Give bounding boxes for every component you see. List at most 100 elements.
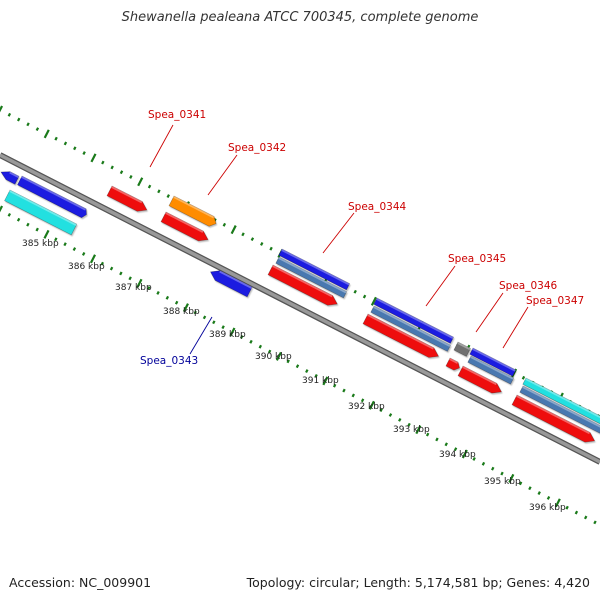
gc-ring-tick <box>54 136 58 141</box>
gc-ring-tick <box>444 442 448 447</box>
gc-ring-tick <box>202 315 207 320</box>
feature-track <box>0 171 600 443</box>
gc-ring-tick <box>165 295 170 300</box>
gc-ring-tick <box>241 232 245 237</box>
gc-ring-tick <box>212 320 216 325</box>
gc-ring-tick <box>174 300 179 305</box>
gene-feature <box>275 256 348 299</box>
genome-summary-text: Topology: circular; Length: 5,174,581 bp… <box>246 575 590 590</box>
gc-ring-tick <box>518 481 523 486</box>
gc-ring-tick <box>16 117 21 122</box>
gene-feature-spea-0341 <box>106 185 148 212</box>
gc-ring-tick <box>250 237 255 242</box>
gene-feature <box>4 189 78 236</box>
ruler-tick-label: 389 kbp <box>209 330 246 340</box>
gene-feature-spea-0342 <box>168 195 217 227</box>
ruler-tick-label: 390 kbp <box>255 352 292 362</box>
gc-ring-tick <box>229 327 236 337</box>
gene-feature <box>457 365 502 394</box>
gene-feature-spea-0345 <box>373 297 454 344</box>
gc-ring-tick <box>110 165 114 170</box>
ruler-tick-label: 394 kbp <box>439 450 476 460</box>
ruler-labels: 385 kbp 386 kbp 387 kbp 388 kbp 389 kbp 390 k… <box>22 239 566 513</box>
gc-ring-tick <box>583 515 588 520</box>
gc-ring-tick <box>472 456 476 461</box>
gc-ring-tick <box>147 184 152 189</box>
gene-label-spea-0346[interactable]: Spea_0346 <box>499 280 558 292</box>
callout-line <box>149 124 174 168</box>
gc-ring-tick <box>554 498 561 508</box>
gc-ring-tick <box>481 461 486 466</box>
gc-ring-tick <box>407 422 411 427</box>
gc-ring-tick <box>269 246 273 251</box>
gc-ring-inner <box>0 205 597 525</box>
gc-ring-tick <box>491 466 495 471</box>
gc-ring-tick <box>7 212 12 217</box>
gene-callouts: Spea_0341 Spea_0342 Spea_0343 Spea_0344 Spea… <box>140 109 584 367</box>
gene-label-spea-0341[interactable]: Spea_0341 <box>148 109 206 121</box>
gene-feature <box>522 377 600 426</box>
gene-feature <box>17 175 87 219</box>
ruler-tick-label: 393 kbp <box>393 425 430 435</box>
gc-ring-tick <box>89 254 96 264</box>
gc-ring-tick <box>508 473 515 483</box>
gc-ring-tick <box>546 496 551 500</box>
gc-ring-tick <box>137 177 144 187</box>
gc-ring-tick <box>129 175 133 179</box>
map-title: Shewanella pealeana ATCC 700345, complet… <box>121 10 479 25</box>
gc-ring-tick <box>156 291 160 295</box>
gc-ring-tick <box>258 344 263 349</box>
gc-ring-tick <box>267 349 272 354</box>
gc-ring-tick <box>260 241 264 246</box>
gc-ring-tick <box>332 383 337 388</box>
gc-ring-tick <box>222 222 227 227</box>
gc-ring-tick <box>63 242 67 247</box>
gene-feature <box>511 394 596 443</box>
gc-ring-tick <box>43 229 50 239</box>
callout-line <box>475 292 504 333</box>
gc-ring-tick <box>500 471 504 476</box>
gc-ring-tick <box>166 194 170 199</box>
gc-ring-tick <box>119 271 123 276</box>
callout-line <box>502 306 529 349</box>
gene-feature <box>467 355 515 385</box>
gc-ring-tick <box>314 374 318 378</box>
gene-feature <box>267 264 338 306</box>
gc-ring-tick <box>43 129 50 139</box>
callout-line <box>189 316 213 355</box>
gc-ring-tick <box>35 127 40 132</box>
gene-label-spea-0345[interactable]: Spea_0345 <box>448 253 506 265</box>
gc-ring-tick <box>322 376 329 386</box>
gene-feature <box>0 171 20 185</box>
gc-ring-tick <box>16 217 21 222</box>
gene-feature <box>362 313 439 358</box>
gc-ring-tick <box>157 189 161 194</box>
gene-label-spea-0342[interactable]: Spea_0342 <box>228 142 286 154</box>
callout-line <box>322 212 355 254</box>
gc-ring-tick <box>351 393 355 398</box>
gc-ring-tick <box>81 252 86 256</box>
gc-ring-tick <box>342 388 346 393</box>
gc-ring-tick <box>593 520 597 525</box>
gc-ring-tick <box>193 310 197 315</box>
gc-ring-tick <box>0 105 4 113</box>
ruler-tick-label: 396 kbp <box>529 503 566 513</box>
gc-ring-tick <box>73 146 77 151</box>
gc-ring-tick <box>35 227 39 232</box>
gc-ring-tick <box>353 289 357 294</box>
gc-ring-tick <box>286 359 290 364</box>
gc-ring-tick <box>230 225 237 235</box>
gc-ring-tick <box>435 437 439 442</box>
gene-label-spea-0343[interactable]: Spea_0343 <box>140 355 198 367</box>
gc-ring-tick <box>362 294 367 299</box>
ruler-tick-label: 387 kbp <box>115 283 152 293</box>
gc-ring-tick <box>275 351 282 361</box>
gc-ring-tick <box>0 205 4 213</box>
gc-ring-tick <box>521 375 526 380</box>
gc-ring-tick <box>136 278 143 288</box>
gene-feature-spea-0346 <box>453 341 471 357</box>
ruler-tick-label: 392 kbp <box>348 402 385 412</box>
gene-label-spea-0347[interactable]: Spea_0347 <box>526 295 584 307</box>
gene-label-spea-0344[interactable]: Spea_0344 <box>348 201 407 213</box>
genome-backbone <box>0 152 600 465</box>
